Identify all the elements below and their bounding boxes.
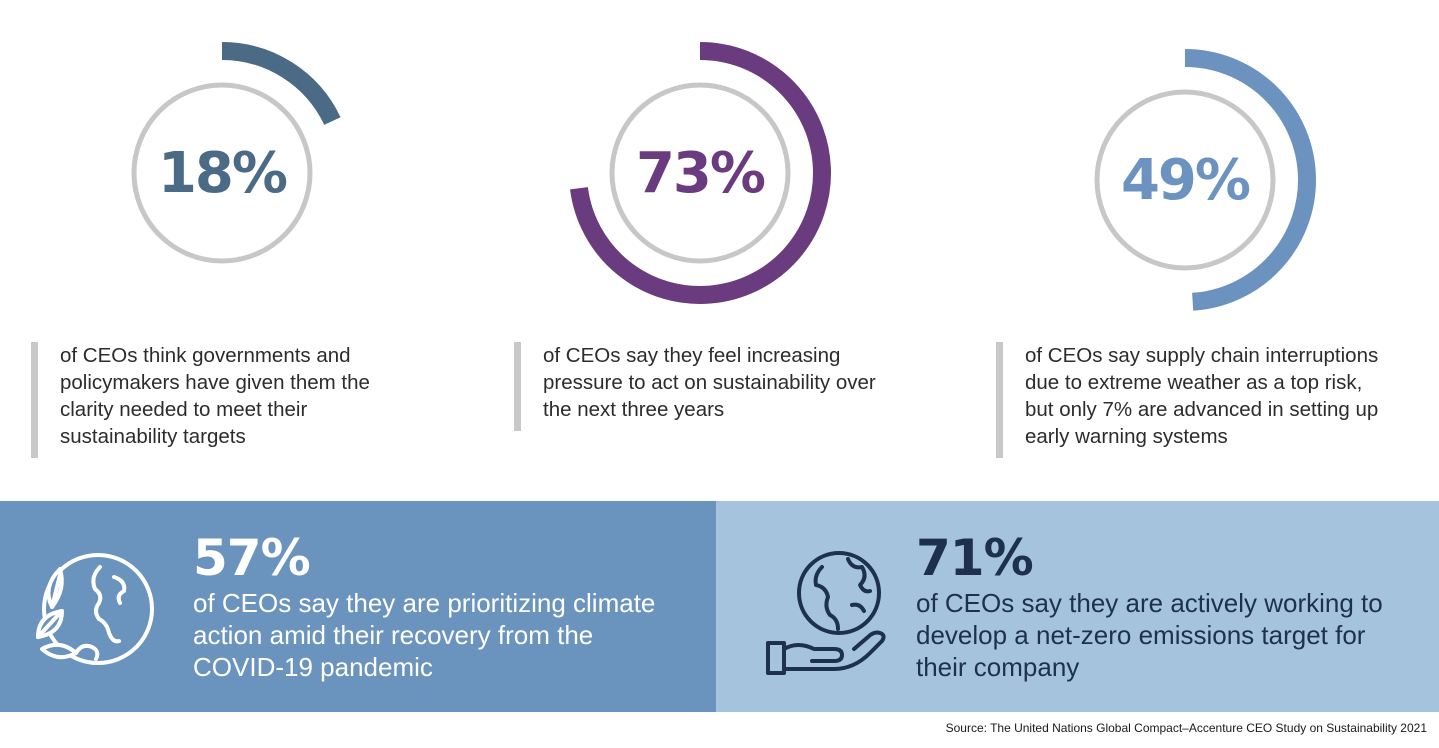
stat-description: of CEOs say they feel increasing pressur… — [514, 342, 903, 431]
stat-card-18: 18% of CEOs think governments and policy… — [0, 0, 440, 460]
stat-value: 49% — [1120, 148, 1251, 213]
stat-description: of CEOs think governments and policymake… — [31, 342, 420, 458]
ring-track — [131, 82, 313, 264]
banner-text: of CEOs say they are actively working to… — [916, 588, 1383, 682]
stat-value: 18% — [157, 141, 288, 206]
banner-value: 57% — [193, 529, 311, 587]
ring-progress-arc — [221, 42, 341, 126]
stat-value: 73% — [635, 141, 766, 206]
stat-description: of CEOs say supply chain interruptions d… — [996, 342, 1385, 458]
globe-leaves-icon — [30, 537, 160, 672]
banner-57: 57% of CEOs say they are prioritizing cl… — [0, 501, 716, 712]
banner-71: 71% of CEOs say they are actively workin… — [716, 501, 1439, 712]
banner-text: of CEOs say they are prioritizing climat… — [193, 588, 656, 682]
ring-track — [609, 82, 791, 264]
ring-track — [1094, 89, 1276, 271]
progress-ring — [570, 42, 831, 304]
stat-card-73: 73% of CEOs say they feel increasing pre… — [480, 0, 920, 460]
progress-ring — [131, 42, 341, 264]
source-note: Source: The United Nations Global Compac… — [945, 721, 1427, 735]
stat-card-49: 49% of CEOs say supply chain interruptio… — [960, 0, 1400, 460]
ring-progress-arc — [1184, 49, 1316, 311]
hand-globe-icon — [764, 545, 894, 680]
progress-ring — [1094, 49, 1316, 311]
ring-progress-arc — [570, 42, 831, 304]
banner-value: 71% — [916, 529, 1034, 587]
